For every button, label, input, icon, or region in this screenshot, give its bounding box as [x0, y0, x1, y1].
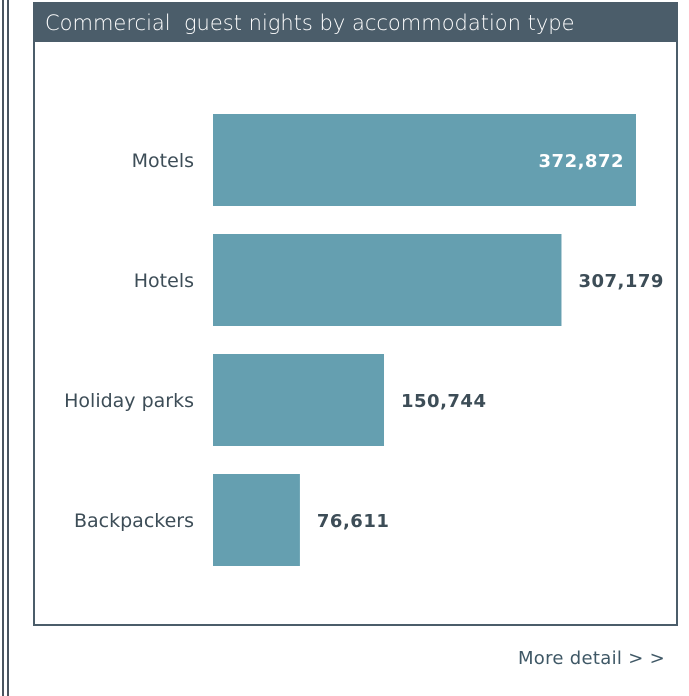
bar-chart: Motels 372,872 Hotels 307,179 Holiday parks 1…	[64, 114, 663, 566]
category-label: Holiday parks	[64, 390, 194, 412]
left-border-line	[2, 0, 4, 696]
bar-motels	[213, 114, 636, 206]
category-label: Hotels	[134, 270, 194, 292]
data-label: 76,611	[317, 511, 389, 532]
data-label: 372,872	[539, 151, 624, 172]
category-label: Motels	[132, 150, 194, 172]
left-border-line	[7, 0, 9, 696]
category-label: Backpackers	[74, 510, 194, 532]
bar-holiday-parks	[213, 354, 385, 446]
data-label: 307,179	[578, 271, 663, 292]
more-detail-link[interactable]: More detail > >	[517, 648, 665, 669]
data-label: 150,744	[401, 391, 486, 412]
chart-title: Commercial guest nights by accommodation…	[35, 4, 676, 42]
bar-backpackers	[213, 474, 300, 566]
bar-hotels	[213, 234, 562, 326]
